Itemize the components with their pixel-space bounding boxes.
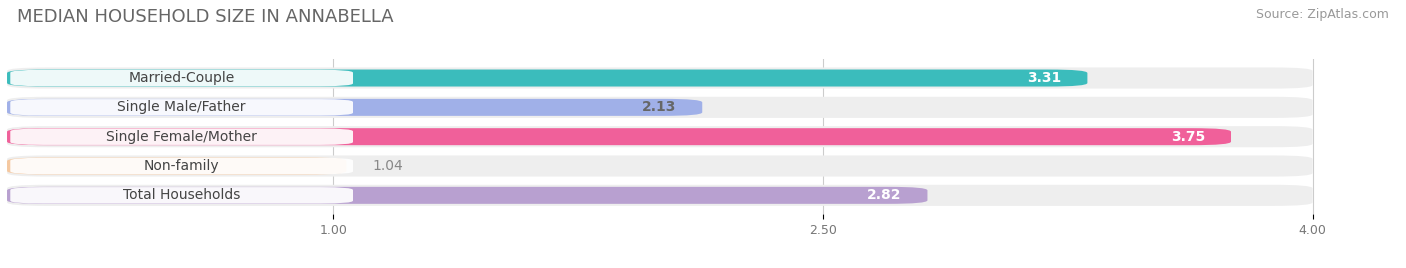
Text: Single Female/Mother: Single Female/Mother <box>107 130 257 144</box>
FancyBboxPatch shape <box>10 158 353 174</box>
FancyBboxPatch shape <box>7 155 1313 177</box>
Text: Married-Couple: Married-Couple <box>128 71 235 85</box>
FancyBboxPatch shape <box>7 99 702 116</box>
Text: 1.04: 1.04 <box>373 159 404 173</box>
FancyBboxPatch shape <box>7 126 1313 147</box>
FancyBboxPatch shape <box>7 158 346 174</box>
FancyBboxPatch shape <box>7 69 1087 87</box>
Text: Total Households: Total Households <box>122 188 240 202</box>
FancyBboxPatch shape <box>10 70 353 86</box>
FancyBboxPatch shape <box>7 68 1313 89</box>
Text: 3.31: 3.31 <box>1026 71 1062 85</box>
Text: Source: ZipAtlas.com: Source: ZipAtlas.com <box>1256 8 1389 21</box>
Text: MEDIAN HOUSEHOLD SIZE IN ANNABELLA: MEDIAN HOUSEHOLD SIZE IN ANNABELLA <box>17 8 394 26</box>
Text: Non-family: Non-family <box>143 159 219 173</box>
Text: 3.75: 3.75 <box>1171 130 1205 144</box>
FancyBboxPatch shape <box>7 187 928 204</box>
FancyBboxPatch shape <box>10 128 353 145</box>
FancyBboxPatch shape <box>7 97 1313 118</box>
Text: Single Male/Father: Single Male/Father <box>117 100 246 114</box>
FancyBboxPatch shape <box>10 187 353 204</box>
Text: 2.82: 2.82 <box>868 188 901 202</box>
Text: 2.13: 2.13 <box>641 100 676 114</box>
FancyBboxPatch shape <box>10 99 353 116</box>
FancyBboxPatch shape <box>7 128 1232 145</box>
FancyBboxPatch shape <box>7 185 1313 206</box>
